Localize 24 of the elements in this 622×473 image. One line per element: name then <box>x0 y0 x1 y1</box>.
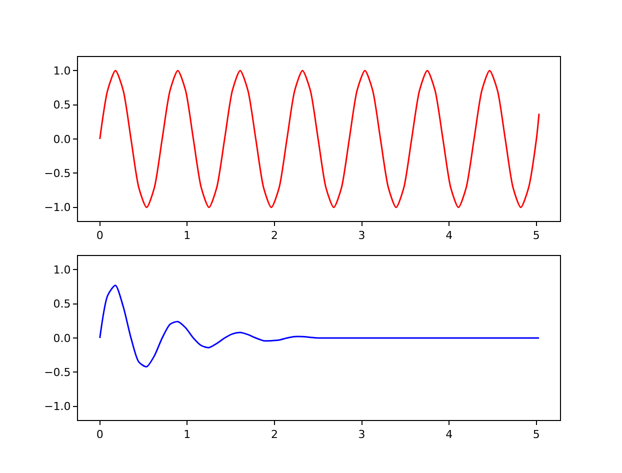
y-tick-label: −1.0 <box>44 201 71 214</box>
y-tick-label: −1.0 <box>44 400 71 414</box>
y-tick-label: 1.0 <box>53 264 71 277</box>
y-tick-label: 0.5 <box>53 98 71 112</box>
x-tick-label: 1 <box>184 428 191 442</box>
x-tick-label: 2 <box>270 229 278 242</box>
x-tick-label: 4 <box>446 229 453 242</box>
x-tick-label: 1 <box>184 229 191 242</box>
y-tick-label: −0.5 <box>44 167 71 180</box>
x-tick-label: 4 <box>446 428 453 442</box>
y-tick-label: 1.0 <box>53 64 71 78</box>
x-tick-label: 0 <box>96 229 104 242</box>
x-tick-label: 5 <box>532 229 540 242</box>
y-tick-label: 0.5 <box>53 298 71 311</box>
x-tick-label: 3 <box>358 428 366 442</box>
x-tick-label: 3 <box>358 229 366 242</box>
x-tick-label: 5 <box>532 428 540 442</box>
x-tick-label: 0 <box>96 428 104 442</box>
y-tick-label: 0.0 <box>53 332 71 345</box>
line-series <box>99 70 540 208</box>
y-tick-label: −0.5 <box>44 366 71 380</box>
line-series <box>99 284 540 368</box>
y-tick-label: 0.0 <box>53 132 71 146</box>
x-tick-label: 2 <box>270 428 278 442</box>
